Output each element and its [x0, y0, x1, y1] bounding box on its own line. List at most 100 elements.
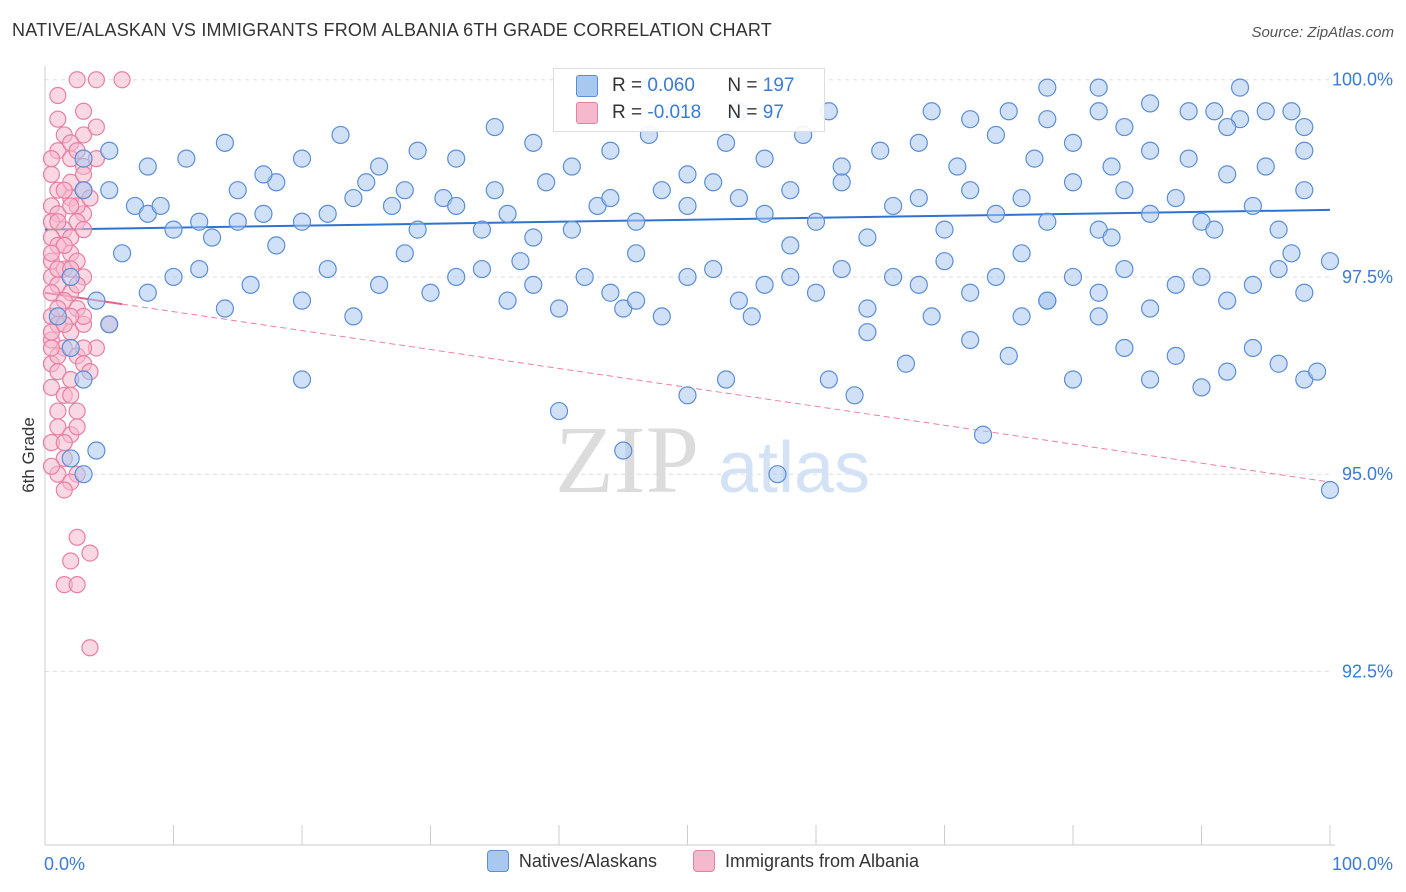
data-point-blue: [1089, 307, 1108, 326]
data-point-blue: [292, 149, 312, 168]
data-point-blue: [408, 220, 427, 239]
data-point-blue: [1282, 244, 1301, 263]
data-point-pink: [55, 481, 73, 499]
data-point-blue: [999, 346, 1018, 365]
data-point-blue: [1320, 252, 1340, 271]
data-point-blue: [1038, 78, 1057, 97]
data-point-blue: [215, 299, 234, 318]
stats-n-label: N =: [727, 102, 763, 123]
data-point-blue: [755, 204, 774, 223]
y-axis-label: 6th Grade: [19, 417, 38, 493]
data-point-blue: [1025, 149, 1044, 168]
stats-r-value: 0.060: [647, 75, 695, 96]
data-point-blue: [562, 157, 581, 176]
data-point-blue: [729, 291, 749, 310]
data-point-blue: [883, 267, 903, 287]
data-point-blue: [1166, 346, 1185, 365]
legend-item-albania[interactable]: Immigrants from Albania: [692, 850, 920, 872]
trend-line-blue: [44, 208, 1331, 231]
data-point-blue: [1230, 78, 1250, 97]
data-point-blue: [331, 125, 350, 145]
data-point-blue: [729, 188, 749, 208]
data-point-blue: [151, 196, 170, 216]
data-point-blue: [357, 173, 376, 192]
data-point-blue: [164, 220, 183, 239]
data-point-blue: [318, 259, 337, 279]
y-tick-label: 95.0%: [1342, 464, 1393, 484]
data-point-blue: [511, 252, 530, 271]
data-point-blue: [447, 149, 466, 168]
chart-title: NATIVE/ALASKAN VS IMMIGRANTS FROM ALBANI…: [12, 20, 772, 40]
data-point-blue: [986, 267, 1006, 287]
data-point-blue: [421, 283, 440, 302]
data-point-blue: [716, 133, 736, 152]
data-point-blue: [678, 196, 697, 216]
stats-box: R = 0.060 N = 197 R = -0.018 N = 97: [553, 68, 825, 132]
data-point-blue: [370, 275, 389, 294]
data-point-blue: [678, 267, 697, 287]
stats-n-label: N =: [727, 75, 763, 96]
stats-r-label: R =: [612, 102, 648, 123]
data-point-blue: [961, 330, 980, 350]
data-point-pink: [42, 244, 61, 262]
data-point-blue: [1102, 157, 1121, 176]
data-point-blue: [781, 267, 800, 287]
data-point-blue: [472, 259, 491, 279]
data-point-pink: [87, 71, 106, 89]
data-point-blue: [1102, 228, 1121, 247]
trend-line-pink-dashed: [122, 303, 1331, 483]
data-point-blue: [845, 386, 864, 405]
data-point-blue: [1140, 94, 1160, 113]
data-point-blue: [1089, 78, 1108, 97]
data-point-blue: [395, 244, 414, 263]
data-point-blue: [61, 267, 80, 287]
data-point-blue: [1089, 102, 1108, 121]
legend-item-natives[interactable]: Natives/Alaskans: [486, 850, 657, 872]
legend-swatch-pink: [692, 850, 715, 872]
data-point-blue: [254, 204, 273, 223]
data-point-pink: [55, 434, 73, 452]
data-point-pink: [113, 71, 131, 89]
data-point-blue: [704, 173, 723, 192]
data-point-blue: [190, 259, 209, 279]
data-point-blue: [1256, 102, 1275, 121]
data-point-blue: [1166, 188, 1185, 208]
data-point-blue: [909, 133, 928, 152]
data-point-blue: [1218, 362, 1237, 381]
data-point-blue: [1295, 117, 1314, 137]
data-point-blue: [961, 110, 980, 129]
data-point-blue: [806, 212, 826, 231]
data-point-blue: [1243, 196, 1263, 216]
data-point-pink: [49, 86, 67, 105]
legend-label-albania: Immigrants from Albania: [724, 850, 920, 871]
data-point-blue: [1320, 480, 1340, 500]
data-point-blue: [626, 212, 646, 231]
watermark-atlas: atlas: [718, 428, 870, 508]
legend: Natives/Alaskans Immigrants from Albania: [0, 850, 1406, 872]
data-point-blue: [832, 173, 851, 192]
data-point-blue: [318, 204, 337, 223]
data-point-blue: [1115, 259, 1134, 279]
data-point-blue: [1140, 299, 1160, 318]
data-point-blue: [999, 102, 1018, 121]
data-point-blue: [138, 157, 157, 176]
data-point-blue: [228, 181, 247, 200]
data-point-blue: [74, 370, 93, 389]
data-point-pink: [49, 402, 67, 420]
data-point-pink: [55, 236, 73, 255]
data-point-blue: [1295, 141, 1314, 160]
data-point-blue: [1179, 149, 1198, 168]
data-point-blue: [344, 307, 363, 326]
data-point-blue: [858, 228, 877, 247]
data-point-blue: [781, 181, 800, 200]
stats-r-label: R =: [612, 75, 648, 96]
y-tick-label: 97.5%: [1342, 267, 1393, 287]
data-point-blue: [100, 181, 119, 200]
x-tick-label: 100.0%: [1332, 854, 1393, 874]
data-point-blue: [986, 204, 1006, 223]
data-point-blue: [755, 149, 774, 168]
data-point-blue: [498, 204, 517, 223]
data-point-blue: [1063, 370, 1083, 389]
data-point-pink: [49, 110, 67, 128]
data-point-blue: [768, 465, 787, 484]
